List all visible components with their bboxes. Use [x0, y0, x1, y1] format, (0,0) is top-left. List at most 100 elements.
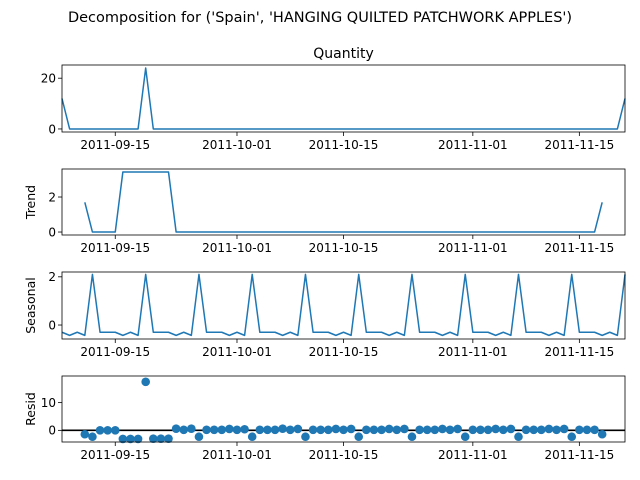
y-tick-label: 0: [48, 225, 56, 239]
resid-point: [149, 434, 158, 443]
resid-point: [217, 425, 227, 435]
resid-point: [582, 425, 592, 435]
resid-point: [240, 424, 249, 434]
resid-point: [377, 425, 386, 435]
figure-suptitle: Decomposition for ('Spain', 'HANGING QUI…: [68, 10, 572, 26]
resid-point: [126, 434, 135, 444]
resid-point: [187, 424, 196, 433]
resid-point: [156, 434, 166, 443]
resid-point: [133, 434, 143, 444]
panel-4: 0 10 2011-09-15 2011-10-01 2011-10-15 2011-11…: [23, 375, 626, 462]
resid-point: [202, 425, 211, 435]
series-line: [61, 67, 626, 130]
resid-point: [110, 426, 120, 435]
x-tick-label: 2011-10-01: [202, 138, 272, 152]
resid-point: [141, 377, 150, 387]
x-tick-label: 2011-10-01: [202, 345, 272, 359]
resid-point: [323, 425, 333, 435]
x-tick-label: 2011-11-15: [544, 448, 614, 462]
resid-point: [430, 425, 440, 435]
resid-point: [521, 425, 531, 435]
resid-point: [567, 432, 577, 442]
resid-point: [362, 425, 371, 435]
resid-point: [498, 425, 508, 435]
resid-point: [80, 429, 90, 439]
resid-point: [164, 434, 173, 443]
resid-point: [293, 424, 303, 434]
resid-point: [171, 424, 181, 433]
resid-point: [232, 425, 242, 435]
resid-point: [247, 432, 257, 442]
panel-3: 0 2 2011-09-15 2011-10-01 2011-10-15 2011-11-…: [23, 270, 626, 359]
resid-point: [575, 425, 584, 435]
x-tick-label: 2011-10-01: [202, 241, 272, 255]
x-tick-label: 2011-11-01: [438, 448, 508, 462]
resid-point: [369, 425, 379, 435]
x-tick-label: 2011-09-15: [80, 345, 150, 359]
x-tick-label: 2011-10-15: [309, 448, 379, 462]
resid-point: [559, 424, 569, 434]
resid-point: [529, 425, 538, 435]
axes-frame: [61, 168, 626, 236]
y-tick-label: 0: [48, 424, 56, 438]
resid-point: [392, 425, 402, 435]
resid-point: [514, 432, 523, 442]
x-tick-label: 2011-09-15: [80, 241, 150, 255]
resid-point: [453, 424, 462, 434]
x-tick-label: 2011-09-15: [80, 138, 150, 152]
resid-point: [263, 425, 272, 435]
x-tick-label: 2011-09-15: [80, 448, 150, 462]
y-tick-label: 2: [48, 270, 56, 284]
x-tick-label: 2011-10-15: [309, 345, 379, 359]
resid-point: [346, 424, 356, 434]
x-tick-label: 2011-11-01: [438, 138, 508, 152]
series-line: [61, 273, 626, 337]
resid-point: [308, 425, 318, 435]
resid-point: [278, 424, 287, 433]
y-axis-label: Seasonal: [23, 277, 38, 334]
resid-point: [544, 424, 554, 434]
panel-1: 0 20 2011-09-15 2011-10-01 2011-10-15 2011-11…: [41, 46, 626, 152]
resid-point: [506, 424, 516, 434]
y-tick-label: 2: [48, 190, 56, 204]
resid-point: [400, 424, 409, 434]
x-tick-label: 2011-10-15: [309, 138, 379, 152]
resid-point: [118, 434, 128, 444]
resid-point: [209, 425, 219, 435]
resid-point: [468, 425, 478, 435]
resid-point: [438, 424, 447, 434]
y-tick-label: 10: [41, 396, 56, 410]
panel-title: Quantity: [313, 46, 374, 62]
resid-point: [301, 432, 310, 442]
resid-point: [225, 424, 234, 434]
y-tick-label: 0: [48, 318, 56, 332]
x-tick-label: 2011-10-15: [309, 241, 379, 255]
resid-point: [255, 425, 265, 435]
resid-point: [179, 425, 189, 435]
resid-point: [316, 425, 325, 435]
series-line: [84, 171, 603, 233]
resid-point: [491, 424, 500, 434]
resid-point: [331, 424, 341, 434]
resid-point: [552, 425, 561, 435]
resid-point: [537, 425, 546, 435]
resid-point: [285, 425, 295, 435]
panels-group: 0 2 0 2011-09-15 2011-10-01 2011-10-15 2011-11…: [23, 46, 626, 462]
resid-point: [384, 424, 394, 434]
resid-point: [483, 425, 493, 435]
resid-point: [445, 425, 455, 435]
resid-point: [339, 425, 348, 435]
resid-point: [194, 432, 204, 442]
x-tick-label: 2011-11-01: [438, 241, 508, 255]
x-tick-label: 2011-11-15: [544, 345, 614, 359]
x-tick-label: 2011-10-01: [202, 448, 272, 462]
resid-point: [597, 429, 607, 439]
y-tick-label: 0: [48, 122, 56, 136]
resid-point: [590, 425, 599, 435]
resid-point: [407, 432, 417, 442]
panel-2: 0 2 2011-09-15 2011-10-01 2011-10-15 2011-11-…: [23, 168, 626, 255]
resid-point: [88, 432, 97, 442]
resid-point: [476, 425, 485, 435]
resid-point: [415, 425, 424, 435]
